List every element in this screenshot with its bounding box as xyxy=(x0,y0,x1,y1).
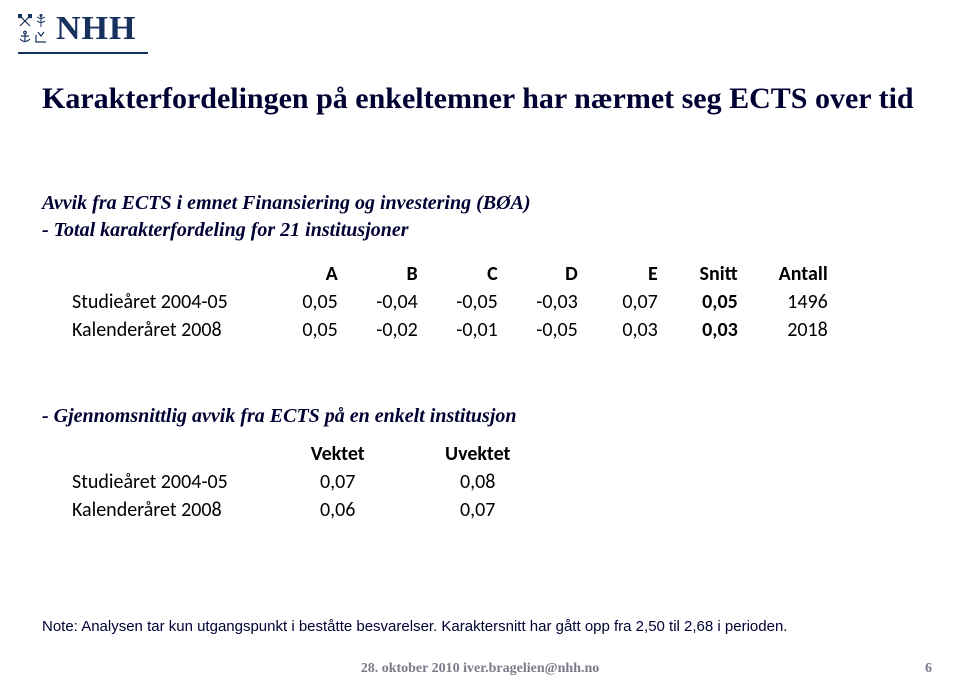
table2-corner xyxy=(72,440,268,468)
table2-row0-uvektet: 0,08 xyxy=(408,468,548,496)
table-deviation: A B C D E Snitt Antall Studieåret 2004-0… xyxy=(72,260,828,344)
table1-head-c: C xyxy=(418,260,498,288)
crest-caduceus-icon xyxy=(34,14,48,28)
table-row: Studieåret 2004-05 0,05 -0,04 -0,05 -0,0… xyxy=(72,288,828,316)
table1-head-e: E xyxy=(578,260,658,288)
table1-row1-c: -0,01 xyxy=(418,316,498,344)
table1-head-a: A xyxy=(258,260,338,288)
table-row: Kalenderåret 2008 0,05 -0,02 -0,01 -0,05… xyxy=(72,316,828,344)
table1-corner xyxy=(72,260,258,288)
table1-row0-b: -0,04 xyxy=(338,288,418,316)
crest-square-icon xyxy=(34,30,48,44)
table2-head-vektet: Vektet xyxy=(268,440,408,468)
slide: NHH Karakterfordelingen på enkeltemner h… xyxy=(0,0,960,695)
footer-text: 28. oktober 2010 iver.bragelien@nhh.no xyxy=(0,661,960,677)
table-row: Kalenderåret 2008 0,06 0,07 xyxy=(72,496,548,524)
table1-row1-e: 0,03 xyxy=(578,316,658,344)
table1-row1-b: -0,02 xyxy=(338,316,418,344)
table2-row1-label: Kalenderåret 2008 xyxy=(72,496,268,524)
section-subtitle-2: - Gjennomsnittlig avvik fra ECTS på en e… xyxy=(42,405,517,428)
table1-row0-antall: 1496 xyxy=(738,288,828,316)
table1-row0-snitt: 0,05 xyxy=(658,288,738,316)
logo: NHH xyxy=(18,10,136,48)
table1-row1-antall: 2018 xyxy=(738,316,828,344)
table1-row0-d: -0,03 xyxy=(498,288,578,316)
logo-text: NHH xyxy=(56,10,136,48)
section-subtitle-1: Avvik fra ECTS i emnet Finansiering og i… xyxy=(42,190,918,244)
table1-head-snitt: Snitt xyxy=(658,260,738,288)
crest-hammers-icon xyxy=(18,14,32,28)
table1-row1-a: 0,05 xyxy=(258,316,338,344)
table1-head-b: B xyxy=(338,260,418,288)
table2-row0-vektet: 0,07 xyxy=(268,468,408,496)
table-row: Studieåret 2004-05 0,07 0,08 xyxy=(72,468,548,496)
table1-row0-e: 0,07 xyxy=(578,288,658,316)
footnote: Note: Analysen tar kun utgangspunkt i be… xyxy=(42,618,918,635)
table2-row1-uvektet: 0,07 xyxy=(408,496,548,524)
page-number: 6 xyxy=(925,661,932,677)
crest-anchor-icon xyxy=(18,30,32,44)
table1-row0-label: Studieåret 2004-05 xyxy=(72,288,258,316)
table1-row0-a: 0,05 xyxy=(258,288,338,316)
table1-head-antall: Antall xyxy=(738,260,828,288)
logo-crest xyxy=(18,14,48,44)
table1-head-d: D xyxy=(498,260,578,288)
table1-row0-c: -0,05 xyxy=(418,288,498,316)
table1-row1-d: -0,05 xyxy=(498,316,578,344)
table2-row0-label: Studieåret 2004-05 xyxy=(72,468,268,496)
table2-head-uvektet: Uvektet xyxy=(408,440,548,468)
table-average-deviation: Vektet Uvektet Studieåret 2004-05 0,07 0… xyxy=(72,440,548,524)
table2-row1-vektet: 0,06 xyxy=(268,496,408,524)
table1-row1-snitt: 0,03 xyxy=(658,316,738,344)
table1-row1-label: Kalenderåret 2008 xyxy=(72,316,258,344)
slide-title: Karakterfordelingen på enkeltemner har n… xyxy=(42,80,918,118)
logo-underline xyxy=(18,52,148,54)
